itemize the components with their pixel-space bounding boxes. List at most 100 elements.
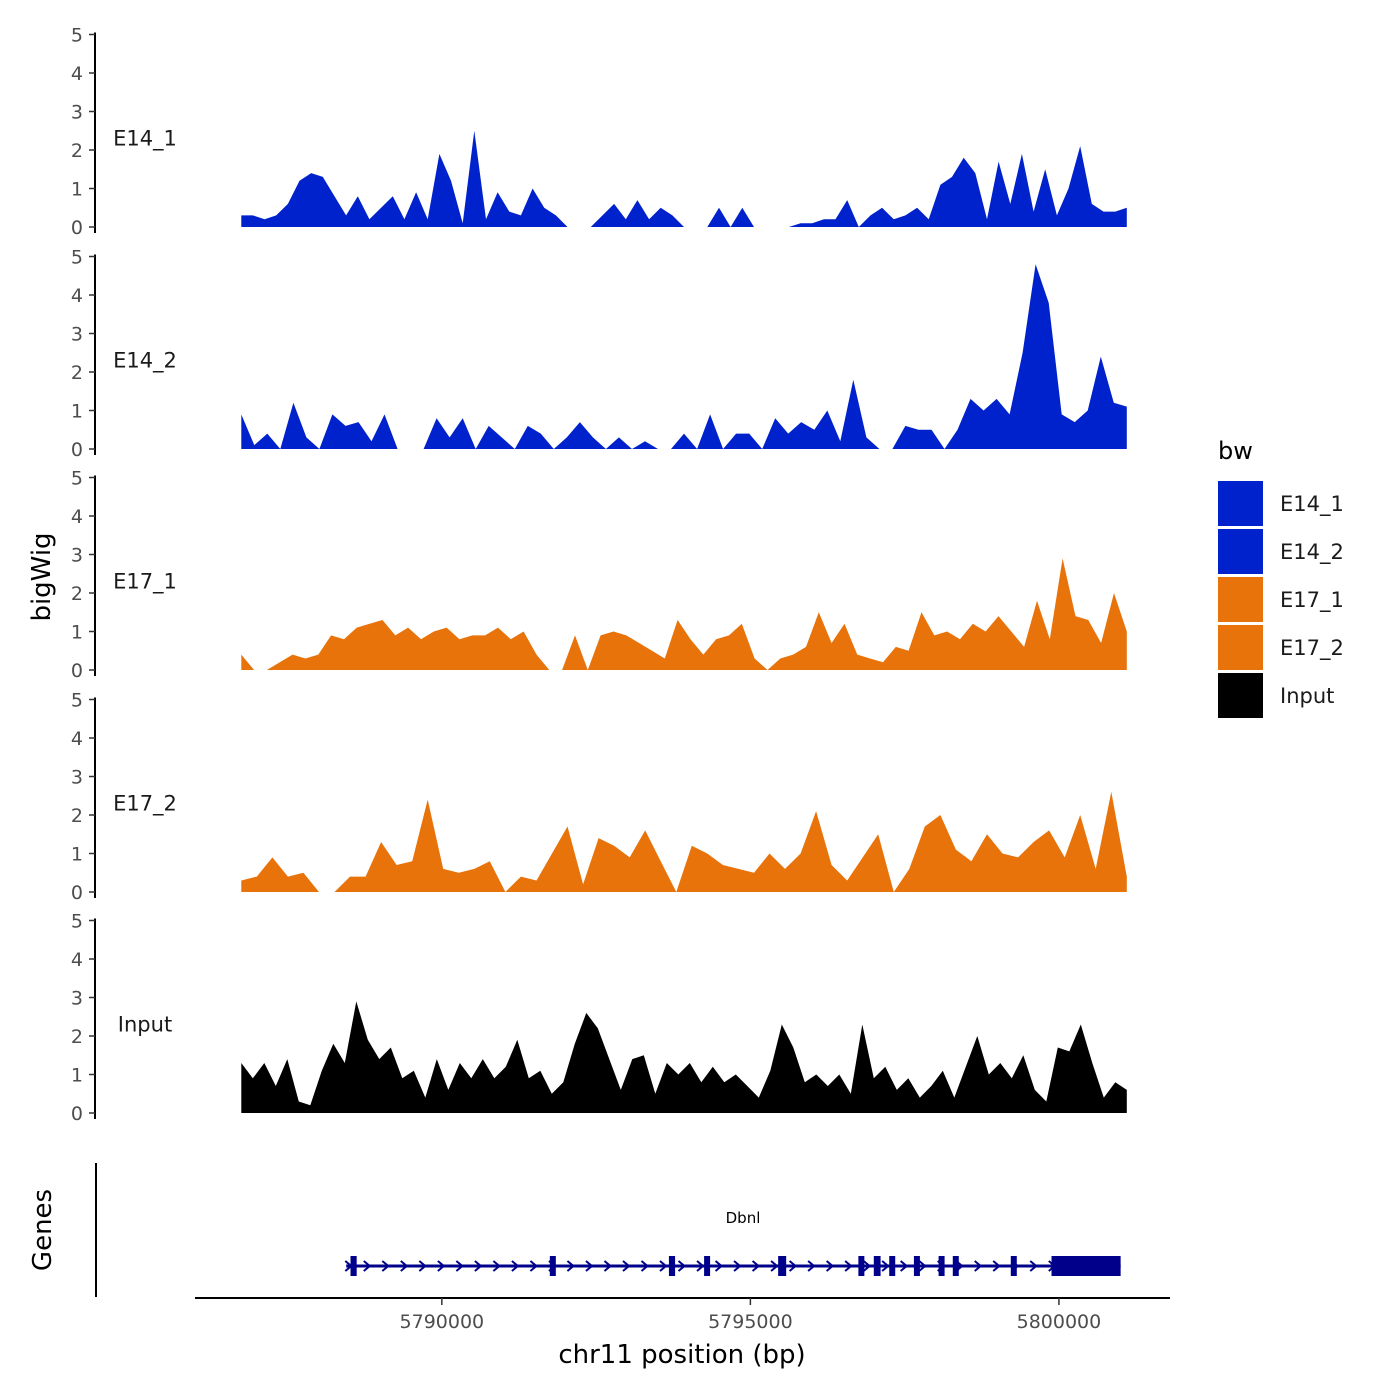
y-tick-label: 0 bbox=[71, 660, 83, 682]
gene-exon bbox=[668, 1256, 676, 1276]
gene-exon bbox=[873, 1256, 881, 1276]
x-axis: 5790000 5795000 5800000 chr11 position (bp… bbox=[195, 1297, 1170, 1370]
y-tick-label: 1 bbox=[71, 401, 83, 423]
strand-arrow bbox=[603, 1260, 613, 1272]
y-tick-label: 5 bbox=[71, 911, 83, 933]
y-tick-label: 4 bbox=[71, 949, 83, 971]
area-input bbox=[241, 1001, 1127, 1113]
x-tick-label: 5795000 bbox=[708, 1311, 793, 1333]
area-e17-1 bbox=[241, 558, 1127, 670]
strand-arrow bbox=[807, 1260, 816, 1272]
legend-swatch bbox=[1218, 673, 1263, 718]
track-label: E14_1 bbox=[113, 126, 177, 151]
x-axis-title: chr11 position (bp) bbox=[558, 1340, 805, 1370]
y-tick-label: 5 bbox=[71, 247, 83, 269]
track-e14-2: 0 1 2 3 4 5 E14_2 bbox=[71, 247, 1127, 461]
strand-arrow bbox=[788, 1260, 798, 1272]
legend: bw E14_1 E14_2 E17_1 E17_2 Input bbox=[1218, 437, 1344, 718]
strand-arrow bbox=[640, 1260, 650, 1272]
y-tick-label: 0 bbox=[71, 439, 83, 461]
genes-track-title: Genes bbox=[28, 1189, 58, 1271]
strand-arrow bbox=[1029, 1260, 1038, 1272]
track-e14-1: 0 1 2 3 4 5 E14_1 bbox=[71, 25, 1127, 239]
y-tick-label: 5 bbox=[71, 468, 83, 490]
y-axis-title: bigWig bbox=[27, 532, 57, 621]
strand-arrow bbox=[677, 1260, 687, 1272]
gene-exon bbox=[889, 1256, 896, 1276]
y-tick-label: 1 bbox=[71, 622, 83, 644]
strand-arrow bbox=[974, 1260, 983, 1272]
gene-exon bbox=[952, 1256, 959, 1276]
area-e14-1 bbox=[241, 130, 1127, 227]
legend-label: Input bbox=[1280, 684, 1334, 708]
signal-tracks: 0 1 2 3 4 5 E14_1 0 1 2 3 4 5 E14_2 0 1 2 3 4 5 E17_1 0 1 2 3 4 5 E… bbox=[71, 25, 1127, 1125]
strand-arrow bbox=[437, 1260, 446, 1272]
gene-exon bbox=[913, 1256, 920, 1276]
y-tick-label: 0 bbox=[71, 882, 83, 904]
strand-arrow bbox=[381, 1260, 390, 1272]
y-tick-label: 2 bbox=[71, 583, 83, 605]
y-tick-label: 3 bbox=[71, 324, 83, 346]
strand-arrow bbox=[900, 1260, 909, 1272]
gene-exon bbox=[1010, 1256, 1017, 1276]
strand-arrow bbox=[862, 1260, 872, 1272]
y-tick-label: 2 bbox=[71, 1026, 83, 1048]
y-tick-label: 5 bbox=[71, 25, 83, 47]
strand-arrow bbox=[825, 1260, 835, 1272]
y-tick-label: 3 bbox=[71, 988, 83, 1010]
track-input: 0 1 2 3 4 5 Input bbox=[71, 911, 1127, 1125]
y-tick-label: 3 bbox=[71, 767, 83, 789]
strand-arrow bbox=[992, 1260, 1001, 1272]
gene-exon bbox=[938, 1256, 945, 1276]
gene-exon bbox=[350, 1256, 357, 1276]
legend-label: E14_2 bbox=[1280, 540, 1344, 565]
y-axis-title-group: bigWig bbox=[27, 532, 57, 621]
strand-arrow bbox=[714, 1260, 724, 1272]
y-tick-label: 1 bbox=[71, 1065, 83, 1087]
legend-swatch bbox=[1218, 481, 1263, 526]
y-tick-label: 4 bbox=[71, 63, 83, 85]
gene-exon bbox=[778, 1256, 787, 1276]
y-tick-label: 0 bbox=[71, 1103, 83, 1125]
strand-arrow bbox=[918, 1260, 927, 1272]
strand-arrow bbox=[566, 1260, 575, 1272]
legend-items: E14_1 E14_2 E17_1 E17_2 Input bbox=[1218, 481, 1344, 718]
y-tick-label: 3 bbox=[71, 545, 83, 567]
legend-swatch bbox=[1218, 529, 1263, 574]
legend-label: E14_1 bbox=[1280, 492, 1344, 517]
gene-exon bbox=[1051, 1256, 1121, 1276]
area-e17-2 bbox=[241, 791, 1127, 892]
track-e17-1: 0 1 2 3 4 5 E17_1 bbox=[71, 468, 1127, 682]
y-tick-label: 1 bbox=[71, 179, 83, 201]
y-tick-label: 4 bbox=[71, 285, 83, 307]
legend-label: E17_1 bbox=[1280, 588, 1344, 613]
y-tick-label: 0 bbox=[71, 217, 83, 239]
x-axis-ticks: 5790000 5795000 5800000 bbox=[400, 1298, 1101, 1333]
y-tick-label: 5 bbox=[71, 690, 83, 712]
track-e17-2: 0 1 2 3 4 5 E17_2 bbox=[71, 690, 1127, 904]
strand-arrow bbox=[455, 1260, 464, 1272]
strand-arrow bbox=[881, 1260, 890, 1272]
gene-exon bbox=[858, 1256, 865, 1276]
y-tick-label: 2 bbox=[71, 805, 83, 827]
y-tick-label: 2 bbox=[71, 140, 83, 162]
strand-arrow bbox=[474, 1260, 483, 1272]
legend-label: E17_2 bbox=[1280, 636, 1344, 661]
strand-arrow bbox=[770, 1260, 779, 1272]
strand-arrow bbox=[622, 1260, 631, 1272]
y-tick-label: 4 bbox=[71, 728, 83, 750]
legend-title: bw bbox=[1218, 437, 1253, 465]
legend-swatch bbox=[1218, 577, 1263, 622]
genes-track: Genes Dbnl bbox=[28, 1163, 1121, 1297]
strand-arrow bbox=[659, 1260, 668, 1272]
strand-arrow bbox=[363, 1260, 372, 1272]
strand-arrow bbox=[696, 1260, 705, 1272]
y-tick-label: 1 bbox=[71, 844, 83, 866]
gene-exon bbox=[704, 1256, 711, 1276]
gene-name-label: Dbnl bbox=[726, 1209, 761, 1227]
track-label: E14_2 bbox=[113, 348, 177, 373]
track-label: Input bbox=[118, 1012, 172, 1036]
strand-arrow bbox=[418, 1260, 427, 1272]
area-e14-2 bbox=[241, 264, 1127, 449]
